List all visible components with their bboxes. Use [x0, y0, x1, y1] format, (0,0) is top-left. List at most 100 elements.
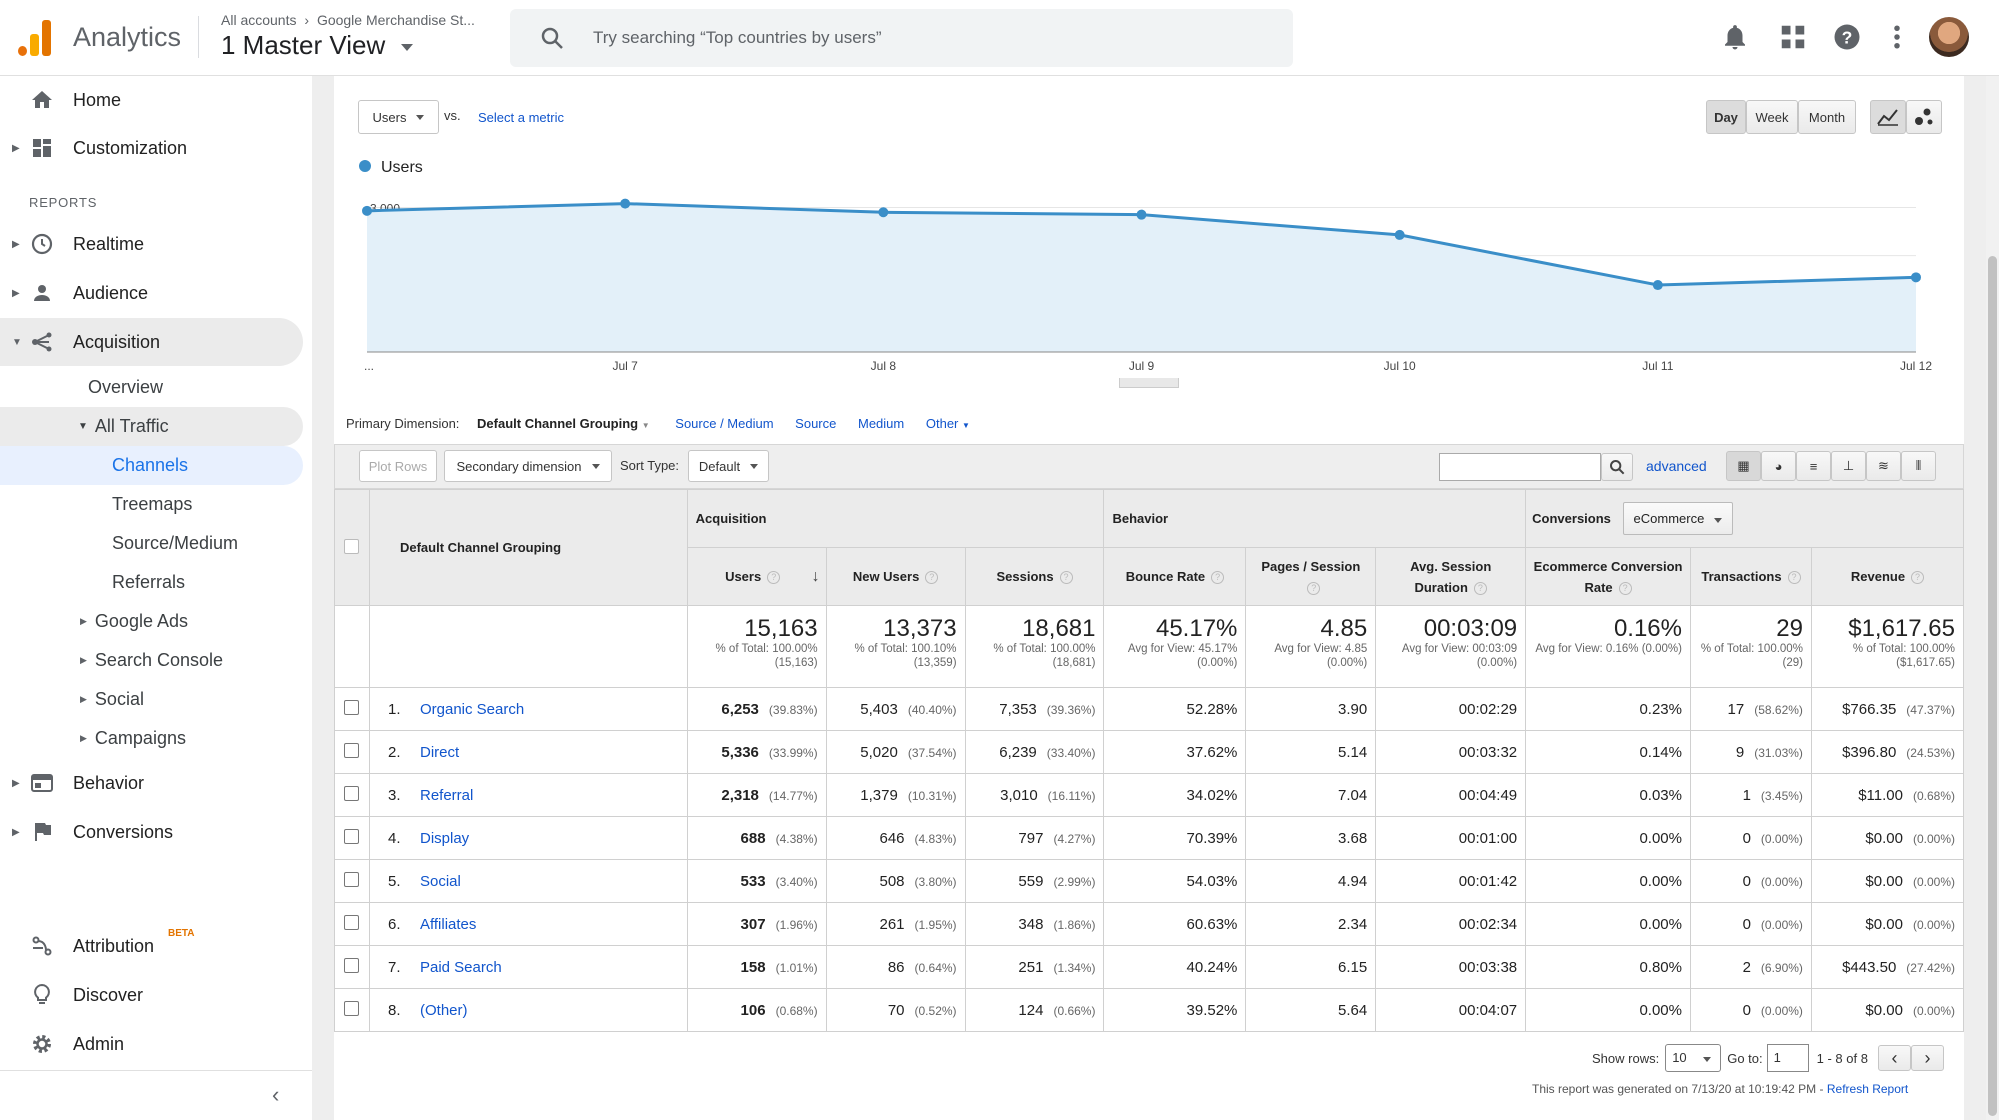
breadcrumb-property[interactable]: Google Merchandise St...: [316, 12, 475, 28]
scrollbar[interactable]: [1986, 76, 1999, 1120]
dimension-other[interactable]: Other ▼: [926, 416, 970, 431]
column-header[interactable]: Transactions?: [1690, 547, 1812, 606]
day-button[interactable]: Day: [1706, 100, 1746, 134]
help-icon[interactable]: ?: [1059, 571, 1073, 585]
avatar[interactable]: [1929, 17, 1969, 57]
table-row[interactable]: 6. Affiliates 307 (1.96%) 261 (1.95%) 348 (1.86…: [334, 902, 1965, 946]
refresh-report-link[interactable]: Refresh Report: [1826, 1082, 1909, 1096]
sidebar-item-source-medium[interactable]: Source/Medium: [112, 532, 239, 553]
dimension-medium[interactable]: Medium: [858, 416, 905, 431]
data-table-view-icon[interactable]: ▦: [1726, 451, 1761, 481]
row-checkbox[interactable]: [344, 742, 360, 758]
secondary-dimension-dropdown[interactable]: Secondary dimension: [444, 450, 612, 482]
line-chart-toggle[interactable]: [1870, 100, 1906, 134]
bell-icon[interactable]: [1720, 22, 1750, 52]
column-header[interactable]: Bounce Rate?: [1103, 547, 1247, 606]
select-metric-link[interactable]: Select a metric: [478, 110, 564, 125]
collapse-sidebar-icon[interactable]: ‹: [272, 1082, 280, 1107]
search-bar[interactable]: Try searching “Top countries by users”: [510, 9, 1293, 67]
table-search-button[interactable]: [1601, 453, 1633, 481]
row-checkbox[interactable]: [344, 828, 360, 844]
sidebar-item-overview[interactable]: Overview: [88, 376, 164, 397]
pie-view-icon[interactable]: ◕: [1761, 451, 1796, 481]
help-icon[interactable]: ?: [1618, 581, 1632, 595]
channel-link[interactable]: Paid Search: [419, 958, 502, 976]
help-icon[interactable]: ?: [1307, 581, 1321, 595]
sidebar-item-search-console[interactable]: ▶ Search Console: [80, 641, 223, 679]
channel-link[interactable]: Display: [419, 829, 470, 847]
column-header[interactable]: Ecommerce Conversion Rate?: [1525, 547, 1691, 606]
next-page-button[interactable]: ›: [1910, 1045, 1944, 1071]
apps-grid-icon[interactable]: [1778, 22, 1808, 52]
motion-chart-toggle[interactable]: [1906, 100, 1942, 134]
sidebar-item-referrals[interactable]: Referrals: [112, 571, 186, 592]
help-icon[interactable]: ?: [1911, 571, 1925, 585]
sort-descending-icon[interactable]: ↓: [811, 568, 820, 585]
prev-page-button[interactable]: ‹: [1877, 1045, 1911, 1071]
table-filter-input[interactable]: [1439, 453, 1601, 481]
row-checkbox[interactable]: [344, 699, 360, 715]
table-row[interactable]: 8. (Other) 106 (0.68%) 70 (0.52%) 124 (0.66%) 39…: [334, 988, 1965, 1032]
table-row[interactable]: 5. Social 533 (3.40%) 508 (3.80%) 559 (2.99%) 54…: [334, 859, 1965, 903]
more-vert-icon[interactable]: [1882, 22, 1912, 52]
goto-input[interactable]: 1: [1766, 1044, 1809, 1072]
term-cloud-view-icon[interactable]: ≋: [1866, 451, 1901, 481]
scrollbar-thumb[interactable]: [1988, 256, 1997, 1116]
table-row[interactable]: 3. Referral 2,318 (14.77%) 1,379 (10.31%) 3,01…: [334, 773, 1965, 817]
channel-link[interactable]: Organic Search: [419, 700, 525, 718]
table-row[interactable]: 2. Direct 5,336 (33.99%) 5,020 (37.54%) 6,239 (…: [334, 730, 1965, 774]
month-button[interactable]: Month: [1798, 100, 1856, 134]
column-header[interactable]: Users? ↓: [686, 547, 827, 606]
pivot-view-icon[interactable]: ⦀: [1901, 451, 1936, 481]
column-header[interactable]: Revenue?: [1810, 547, 1965, 606]
sidebar-item-campaigns[interactable]: ▶ Campaigns: [80, 719, 186, 757]
sidebar-item-social[interactable]: ▶ Social: [80, 680, 144, 718]
sort-type-dropdown[interactable]: Default: [688, 450, 769, 482]
dim-header[interactable]: Default Channel Grouping: [368, 489, 688, 606]
chart-drawer-handle[interactable]: [1119, 378, 1179, 388]
sidebar-item-treemaps[interactable]: Treemaps: [112, 493, 193, 514]
sidebar-item-google-ads[interactable]: ▶ Google Ads: [80, 602, 188, 640]
plot-rows-button[interactable]: Plot Rows: [359, 450, 437, 482]
analytics-logo-icon[interactable]: [18, 20, 52, 56]
select-all-checkbox[interactable]: [344, 538, 360, 554]
row-checkbox[interactable]: [344, 957, 360, 973]
column-header[interactable]: Sessions?: [964, 547, 1105, 606]
channel-link[interactable]: Social: [419, 872, 461, 890]
channel-link[interactable]: (Other): [419, 1001, 468, 1019]
performance-view-icon[interactable]: ≡: [1796, 451, 1831, 481]
table-row[interactable]: 4. Display 688 (4.38%) 646 (4.83%) 797 (4.27%) 7…: [334, 816, 1965, 860]
table-row[interactable]: 1. Organic Search 6,253 (39.83%) 5,403 (40.40…: [334, 687, 1965, 731]
table-row[interactable]: 7. Paid Search 158 (1.01%) 86 (0.64%) 251 (1.34…: [334, 945, 1965, 989]
advanced-filter-link[interactable]: advanced: [1646, 458, 1707, 474]
metric-selector[interactable]: Users: [358, 100, 439, 134]
row-checkbox[interactable]: [344, 785, 360, 801]
sidebar-item-channels[interactable]: Channels: [112, 454, 189, 475]
help-icon[interactable]: ?: [767, 571, 781, 585]
help-icon[interactable]: ?: [1211, 571, 1225, 585]
help-icon[interactable]: ?: [1787, 571, 1801, 585]
conversions-select[interactable]: eCommerce: [1622, 502, 1734, 535]
show-rows-select[interactable]: 10: [1665, 1044, 1722, 1072]
breadcrumb-account[interactable]: All accounts: [221, 12, 297, 28]
channel-link[interactable]: Referral: [419, 786, 474, 804]
column-header[interactable]: New Users?: [825, 547, 966, 606]
row-checkbox[interactable]: [344, 1000, 360, 1016]
help-icon[interactable]: ?: [1832, 22, 1862, 52]
week-button[interactable]: Week: [1746, 100, 1798, 134]
comparison-view-icon[interactable]: ⊥: [1831, 451, 1866, 481]
column-header[interactable]: Avg. Session Duration?: [1375, 547, 1527, 606]
view-selector[interactable]: 1 Master View: [221, 30, 413, 61]
dimension-source[interactable]: Source: [795, 416, 837, 431]
channel-link[interactable]: Direct: [419, 743, 460, 761]
row-checkbox[interactable]: [344, 871, 360, 887]
breadcrumb[interactable]: All accounts › Google Merchandise St...: [221, 12, 475, 28]
row-checkbox[interactable]: [344, 914, 360, 930]
help-icon[interactable]: ?: [1473, 581, 1487, 595]
channel-link[interactable]: Affiliates: [419, 915, 477, 933]
help-icon[interactable]: ?: [925, 571, 939, 585]
dimension-source-medium[interactable]: Source / Medium: [675, 416, 774, 431]
column-header[interactable]: Pages / Session?: [1245, 547, 1377, 606]
dimension-default-channel-grouping[interactable]: Default Channel Grouping ▼: [477, 416, 650, 431]
sidebar-item-all-traffic[interactable]: ▼ All Traffic: [78, 407, 169, 445]
